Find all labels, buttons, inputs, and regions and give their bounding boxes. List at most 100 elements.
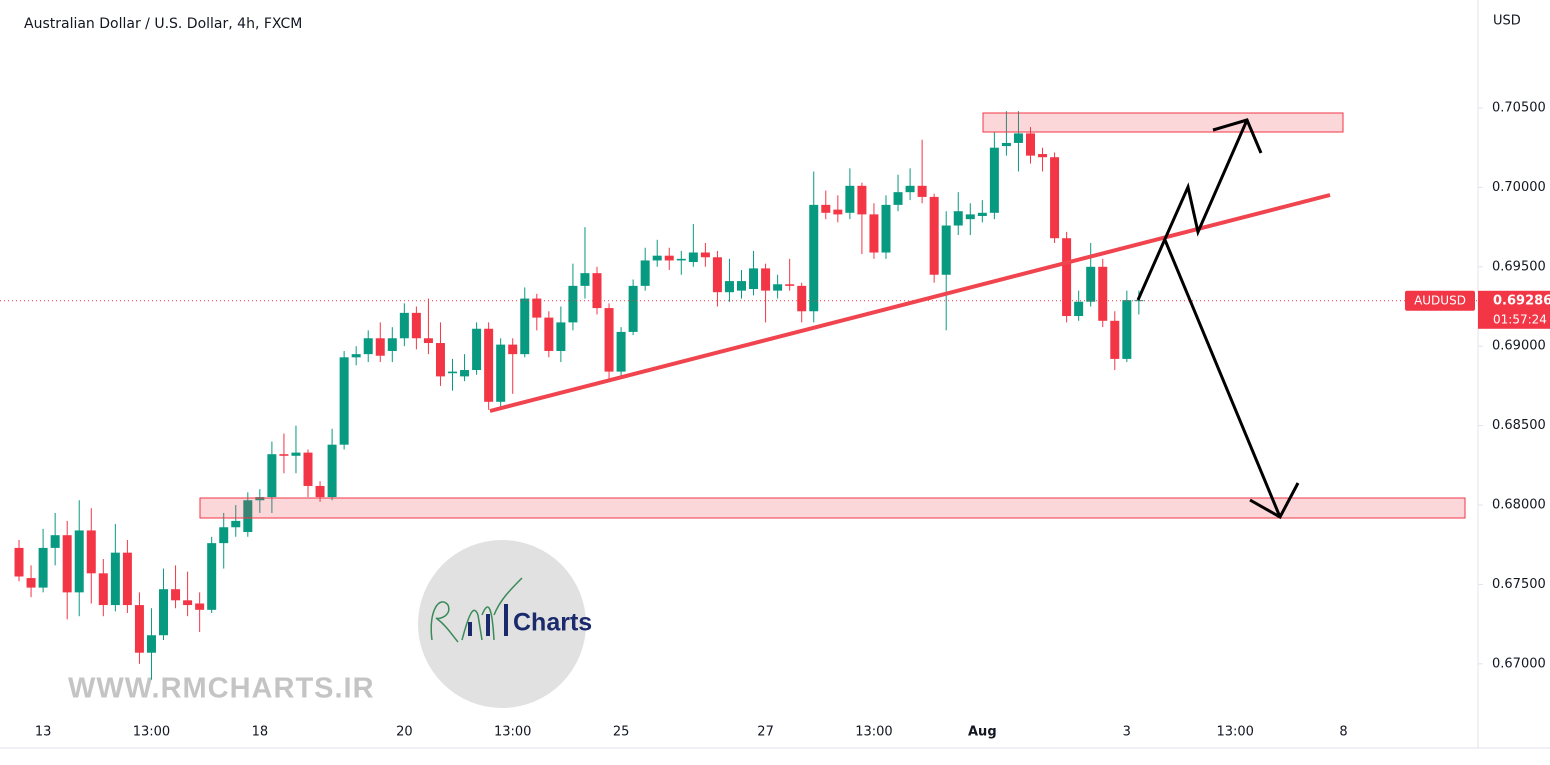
candle-body bbox=[496, 344, 506, 402]
candle-body bbox=[219, 527, 229, 544]
candle-body bbox=[821, 204, 831, 213]
candle-body bbox=[688, 252, 698, 263]
candle-body bbox=[857, 185, 867, 215]
y-tick-label: 0.68500 bbox=[1492, 418, 1546, 433]
candle-body bbox=[231, 520, 241, 528]
candle-body bbox=[339, 357, 349, 445]
candle-body bbox=[1050, 157, 1060, 239]
candle-body bbox=[1013, 133, 1023, 143]
axis-unit: USD bbox=[1493, 14, 1521, 29]
candle-body bbox=[435, 343, 445, 377]
candle-body bbox=[580, 273, 590, 286]
bullish-arrow bbox=[1136, 119, 1249, 301]
arrow-head bbox=[1212, 118, 1263, 154]
chart-title: Australian Dollar / U.S. Dollar, 4h, FXC… bbox=[24, 16, 302, 32]
candle-body bbox=[279, 454, 289, 456]
logo-text: Charts bbox=[513, 609, 592, 637]
candle-body bbox=[797, 285, 807, 312]
candle-body bbox=[616, 331, 626, 372]
candle-body bbox=[761, 268, 771, 291]
logo-candle bbox=[504, 604, 508, 636]
candle-body bbox=[375, 338, 385, 356]
y-tick-label: 0.68000 bbox=[1492, 498, 1546, 513]
countdown-label: 01:57:24 bbox=[1493, 312, 1547, 326]
candle-body bbox=[953, 211, 963, 226]
candle-body bbox=[845, 185, 855, 213]
candle-body bbox=[881, 204, 891, 253]
candle-body bbox=[508, 344, 518, 355]
x-tick-label: 13:00 bbox=[133, 725, 170, 740]
candle-body bbox=[423, 338, 433, 344]
candle-body bbox=[255, 497, 265, 501]
candle-body bbox=[110, 552, 120, 606]
bearish-arrow bbox=[1163, 239, 1282, 518]
x-tick-label: Aug bbox=[968, 725, 997, 740]
resistance-zone bbox=[982, 112, 1344, 133]
candle-body bbox=[532, 298, 542, 318]
candle-body bbox=[448, 371, 458, 374]
candle-body bbox=[929, 196, 939, 275]
candle-body bbox=[62, 535, 72, 593]
x-tick-label: 13:00 bbox=[855, 725, 892, 740]
candle-body bbox=[917, 185, 927, 197]
candle-body bbox=[1025, 133, 1035, 156]
x-tick-label: 18 bbox=[252, 725, 269, 740]
candle-body bbox=[315, 485, 325, 498]
candle-body bbox=[712, 257, 722, 293]
candle-body bbox=[1134, 300, 1144, 302]
candle-body bbox=[243, 500, 253, 533]
candle-body bbox=[303, 452, 313, 486]
candle-body bbox=[1122, 300, 1132, 359]
y-tick-label: 0.70500 bbox=[1492, 100, 1546, 115]
candle-body bbox=[604, 308, 614, 372]
candle-body bbox=[327, 444, 337, 498]
candle-body bbox=[809, 204, 819, 312]
candle-body bbox=[1038, 154, 1048, 158]
candle-body bbox=[1062, 238, 1072, 317]
candle-body bbox=[460, 370, 470, 377]
candle-body bbox=[989, 147, 999, 213]
candle-body bbox=[411, 312, 421, 339]
candle-body bbox=[676, 258, 686, 261]
candle-body bbox=[74, 530, 84, 593]
candle-body bbox=[869, 214, 879, 253]
price-badge bbox=[1478, 290, 1550, 329]
candle-body bbox=[592, 273, 602, 309]
candle-body bbox=[1086, 266, 1096, 302]
candle-body bbox=[724, 281, 734, 293]
candle-body bbox=[38, 547, 48, 588]
logo-circle bbox=[418, 540, 586, 708]
candle-body bbox=[965, 214, 975, 220]
candle-body bbox=[1110, 320, 1120, 359]
candle-body bbox=[556, 322, 566, 351]
candle-body bbox=[737, 281, 746, 291]
y-tick-label: 0.69500 bbox=[1492, 259, 1546, 274]
candle-body bbox=[652, 255, 662, 261]
x-tick-label: 27 bbox=[757, 725, 774, 740]
candle-body bbox=[785, 284, 795, 286]
candle-body bbox=[472, 328, 482, 371]
candle-body bbox=[905, 185, 915, 193]
candle-body bbox=[977, 212, 987, 216]
candle-body bbox=[291, 452, 301, 456]
candle-body bbox=[351, 354, 361, 358]
x-tick-label: 8 bbox=[1339, 725, 1347, 740]
x-tick-label: 25 bbox=[613, 725, 630, 740]
candle-body bbox=[520, 298, 530, 355]
candle-body bbox=[544, 317, 554, 351]
candle-body bbox=[1001, 142, 1011, 147]
candle-body bbox=[267, 454, 277, 498]
candle-body bbox=[568, 285, 578, 323]
candle-body bbox=[50, 535, 60, 548]
trend-line bbox=[489, 193, 1331, 413]
y-tick-label: 0.69000 bbox=[1492, 339, 1546, 354]
candle-body bbox=[749, 268, 759, 290]
candle-body bbox=[98, 573, 108, 606]
logo-m bbox=[461, 577, 523, 641]
candle-body bbox=[1074, 301, 1084, 317]
candle-body bbox=[207, 543, 217, 610]
watermark: Charts WWW.RMCHARTS.IR bbox=[68, 540, 592, 708]
logo-candle bbox=[468, 622, 472, 636]
y-tick-label: 0.67500 bbox=[1492, 577, 1546, 592]
